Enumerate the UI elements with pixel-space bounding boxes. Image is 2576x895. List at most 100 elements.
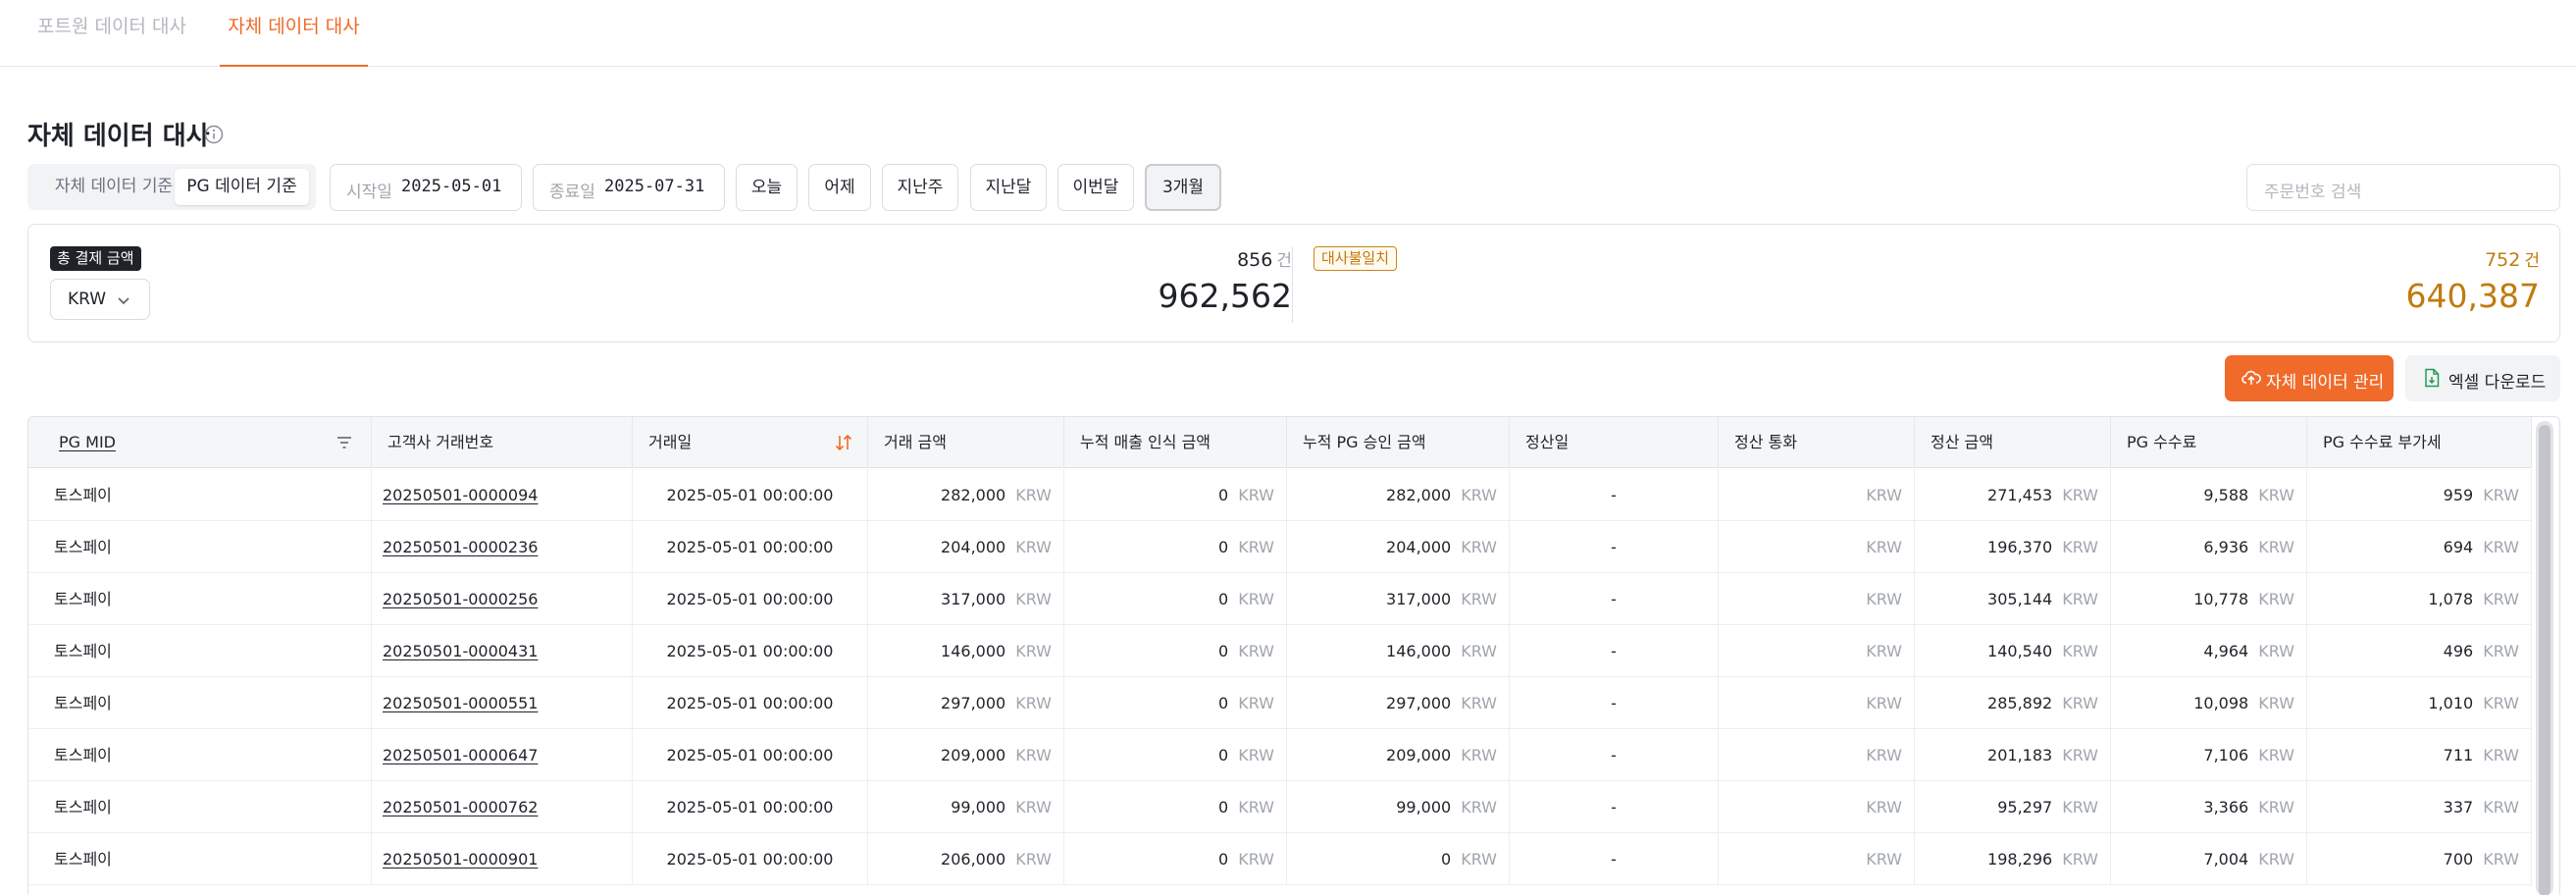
cell-currency: KRW bbox=[1719, 469, 1915, 521]
cell-recognized: 0 KRW bbox=[1064, 833, 1287, 885]
range-last-week-button[interactable]: 지난주 bbox=[882, 164, 958, 211]
cell-value[interactable]: 20250501-0000094 bbox=[383, 486, 539, 504]
tab-portone-reconciliation[interactable]: 포트원 데이터 대사 bbox=[37, 16, 186, 37]
cell-order[interactable]: 20250501-0000431 bbox=[372, 625, 633, 677]
cell-value[interactable]: 20250501-0000901 bbox=[383, 850, 539, 869]
cell-currency: KRW bbox=[1719, 625, 1915, 677]
table-row[interactable]: 토스페이 20250501-0000762 2025-05-01 00:00:00 9… bbox=[28, 781, 2532, 833]
cell-date: 2025-05-01 00:00:00 bbox=[633, 833, 868, 885]
column-header-transaction-amount[interactable]: 거래 금액 bbox=[868, 417, 1064, 468]
range-yesterday-button[interactable]: 어제 bbox=[808, 164, 871, 211]
cell-settle-date: - bbox=[1510, 521, 1719, 573]
cell-recognized: 0 KRW bbox=[1064, 729, 1287, 781]
cell-value: - bbox=[1611, 798, 1617, 816]
table-row[interactable]: 토스페이 20250501-0000094 2025-05-01 00:00:00 2… bbox=[28, 469, 2532, 521]
cell-approved: 204,000 KRW bbox=[1287, 521, 1510, 573]
cell-value: 297,000 bbox=[1386, 694, 1452, 712]
cell-currency: KRW bbox=[1238, 642, 1274, 660]
column-header-pg-approved-amount[interactable]: 누적 PG 승인 금액 bbox=[1287, 417, 1510, 468]
cell-settle-amount: 198,296 KRW bbox=[1915, 833, 2111, 885]
order-search-input[interactable]: 주문번호 검색 bbox=[2246, 164, 2560, 211]
sort-icon[interactable] bbox=[834, 434, 853, 451]
filter-icon[interactable] bbox=[335, 434, 353, 451]
column-header-settlement-date[interactable]: 정산일 bbox=[1510, 417, 1719, 468]
range-3-months-button[interactable]: 3개월 bbox=[1145, 164, 1221, 211]
cell-currency: KRW bbox=[1238, 850, 1274, 869]
info-icon[interactable] bbox=[203, 124, 225, 145]
column-header-order-number[interactable]: 고객사 거래번호 bbox=[372, 417, 633, 468]
cell-currency: KRW bbox=[1015, 590, 1052, 608]
cell-settle-amount: 140,540 KRW bbox=[1915, 625, 2111, 677]
cell-value[interactable]: 20250501-0000551 bbox=[383, 694, 539, 712]
cell-order[interactable]: 20250501-0000094 bbox=[372, 469, 633, 521]
column-header-pg-mid[interactable]: PG MID bbox=[28, 417, 372, 468]
cell-amount: 204,000 KRW bbox=[868, 521, 1064, 573]
column-header-settlement-currency[interactable]: 정산 통화 bbox=[1719, 417, 1915, 468]
cell-value[interactable]: 20250501-0000647 bbox=[383, 746, 539, 764]
basis-pg-data-button[interactable]: PG 데이터 기준 bbox=[175, 169, 309, 205]
cell-order[interactable]: 20250501-0000236 bbox=[372, 521, 633, 573]
column-header-pg-fee-vat[interactable]: PG 수수료 부가세 bbox=[2307, 417, 2532, 468]
cell-date: 2025-05-01 00:00:00 bbox=[633, 781, 868, 833]
cell-approved: 99,000 KRW bbox=[1287, 781, 1510, 833]
cell-fee-vat: 496 KRW bbox=[2307, 625, 2532, 677]
cell-settle-amount: 271,453 KRW bbox=[1915, 469, 2111, 521]
cell-value: 204,000 bbox=[941, 538, 1006, 556]
cell-order[interactable]: 20250501-0000256 bbox=[372, 573, 633, 625]
column-header-recognized-amount[interactable]: 누적 매출 인식 금액 bbox=[1064, 417, 1287, 468]
basis-own-data-button[interactable]: 자체 데이터 기준 bbox=[54, 177, 174, 196]
cell-value: - bbox=[1611, 642, 1617, 660]
table-row[interactable]: 토스페이 20250501-0000647 2025-05-01 00:00:00 2… bbox=[28, 729, 2532, 781]
table-row[interactable]: 토스페이 20250501-0000551 2025-05-01 00:00:00 2… bbox=[28, 677, 2532, 729]
vertical-scrollbar[interactable] bbox=[2536, 421, 2553, 895]
summary-card: 총 결제 금액 KRW 856 건 962,562 대사불일치 752 건 640,… bbox=[27, 224, 2560, 342]
cell-recognized: 0 KRW bbox=[1064, 677, 1287, 729]
cell-value: 토스페이 bbox=[54, 694, 112, 712]
scrollbar-thumb[interactable] bbox=[2539, 425, 2550, 895]
cell-order[interactable]: 20250501-0000901 bbox=[372, 833, 633, 885]
cell-fee: 10,098 KRW bbox=[2111, 677, 2307, 729]
table-row[interactable]: 토스페이 20250501-0000236 2025-05-01 00:00:00 2… bbox=[28, 521, 2532, 573]
column-header-pg-fee[interactable]: PG 수수료 bbox=[2111, 417, 2307, 468]
mismatch-badge: 대사불일치 bbox=[1314, 246, 1398, 271]
cell-value[interactable]: 20250501-0000762 bbox=[383, 798, 539, 816]
cell-value[interactable]: 20250501-0000431 bbox=[383, 642, 539, 660]
range-this-month-button[interactable]: 이번달 bbox=[1057, 164, 1134, 211]
cell-value: 토스페이 bbox=[54, 642, 112, 660]
cell-settle-amount: 285,892 KRW bbox=[1915, 677, 2111, 729]
cell-order[interactable]: 20250501-0000551 bbox=[372, 677, 633, 729]
range-today-button[interactable]: 오늘 bbox=[736, 164, 798, 211]
cell-mid: 토스페이 bbox=[28, 833, 372, 885]
range-last-month-button[interactable]: 지난달 bbox=[970, 164, 1047, 211]
cell-currency: KRW bbox=[1238, 590, 1274, 608]
cell-value: 317,000 bbox=[1386, 590, 1452, 608]
cell-currency: KRW bbox=[1719, 521, 1915, 573]
currency-select[interactable]: KRW bbox=[50, 279, 150, 320]
cell-value: - bbox=[1611, 746, 1617, 764]
cell-currency: KRW bbox=[1461, 538, 1497, 556]
cell-value: 토스페이 bbox=[54, 746, 112, 764]
cell-fee-vat: 700 KRW bbox=[2307, 833, 2532, 885]
table-row[interactable]: 토스페이 20250501-0000256 2025-05-01 00:00:00 3… bbox=[28, 573, 2532, 625]
cell-value: 209,000 bbox=[941, 746, 1006, 764]
tab-own-data-reconciliation[interactable]: 자체 데이터 대사 bbox=[220, 0, 368, 67]
column-header-settlement-amount[interactable]: 정산 금액 bbox=[1915, 417, 2111, 468]
table-row[interactable]: 토스페이 20250501-0000431 2025-05-01 00:00:00 1… bbox=[28, 625, 2532, 677]
cell-value[interactable]: 20250501-0000236 bbox=[383, 538, 539, 556]
cell-mid: 토스페이 bbox=[28, 729, 372, 781]
cell-order[interactable]: 20250501-0000647 bbox=[372, 729, 633, 781]
start-date-field[interactable]: 시작일 2025-05-01 bbox=[330, 164, 522, 211]
end-date-field[interactable]: 종료일 2025-07-31 bbox=[533, 164, 725, 211]
cell-value: 2025-05-01 00:00:00 bbox=[666, 850, 834, 869]
cell-currency: KRW bbox=[2483, 642, 2519, 660]
cell-value: 99,000 bbox=[1396, 798, 1452, 816]
manage-own-data-button[interactable]: 자체 데이터 관리 bbox=[2225, 355, 2394, 401]
cell-currency: KRW bbox=[1238, 694, 1274, 712]
cell-order[interactable]: 20250501-0000762 bbox=[372, 781, 633, 833]
cell-value: 146,000 bbox=[1386, 642, 1452, 660]
table-row[interactable]: 토스페이 20250501-0000901 2025-05-01 00:00:00 2… bbox=[28, 833, 2532, 885]
column-header-transaction-date[interactable]: 거래일 bbox=[633, 417, 868, 468]
cell-value: 0 bbox=[1218, 798, 1229, 816]
cell-value[interactable]: 20250501-0000256 bbox=[383, 590, 539, 608]
excel-download-button[interactable]: 엑셀 다운로드 bbox=[2405, 355, 2560, 401]
